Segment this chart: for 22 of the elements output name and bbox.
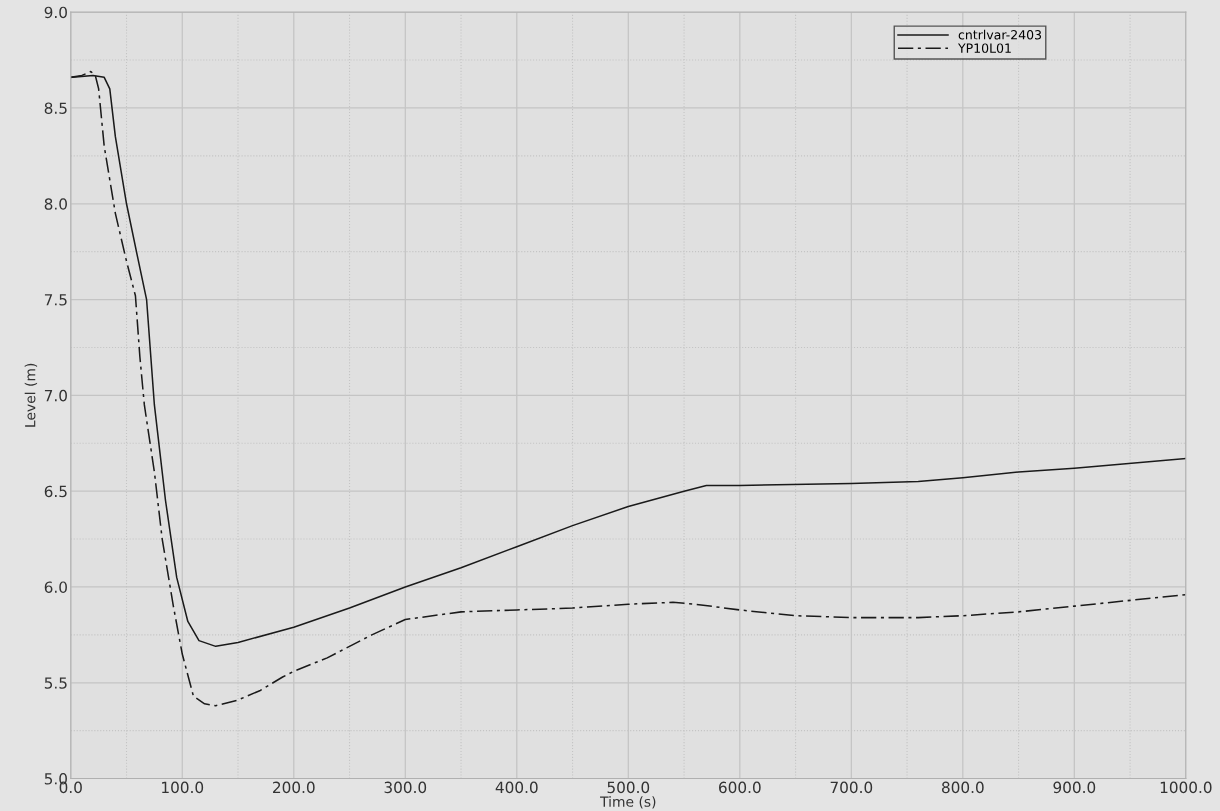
x-tick-label: 500.0 xyxy=(607,781,650,794)
y-tick-label: 5.5 xyxy=(44,677,67,689)
x-tick-label: 900.0 xyxy=(1053,781,1096,794)
y-tick-label: 9.0 xyxy=(44,6,67,19)
y-tick-label: 8.0 xyxy=(44,198,67,210)
x-tick-label: 100.0 xyxy=(162,781,204,794)
y-tick-label: 8.5 xyxy=(44,102,67,114)
y-tick-label: 6.5 xyxy=(44,485,67,498)
y-tick-label: 7.5 xyxy=(44,294,67,306)
x-tick-label: 400.0 xyxy=(495,781,538,794)
legend-label: YP10L01 xyxy=(957,43,1011,53)
x-tick-label: 600.0 xyxy=(719,781,761,794)
x-tick-label: 800.0 xyxy=(941,781,984,794)
x-tick-label: 700.0 xyxy=(830,781,873,794)
x-axis-title: Time (s) xyxy=(600,796,656,809)
x-tick-label: 200.0 xyxy=(273,781,315,794)
y-tick-label: 7.0 xyxy=(44,389,67,402)
y-axis-title: Level (m) xyxy=(24,363,38,427)
y-tick-label: 6.0 xyxy=(44,581,67,593)
x-tick-label: 300.0 xyxy=(384,781,427,794)
legend-label: cntrlvar-2403 xyxy=(958,29,1042,40)
x-tick-label: 1000.0 xyxy=(1160,781,1212,794)
